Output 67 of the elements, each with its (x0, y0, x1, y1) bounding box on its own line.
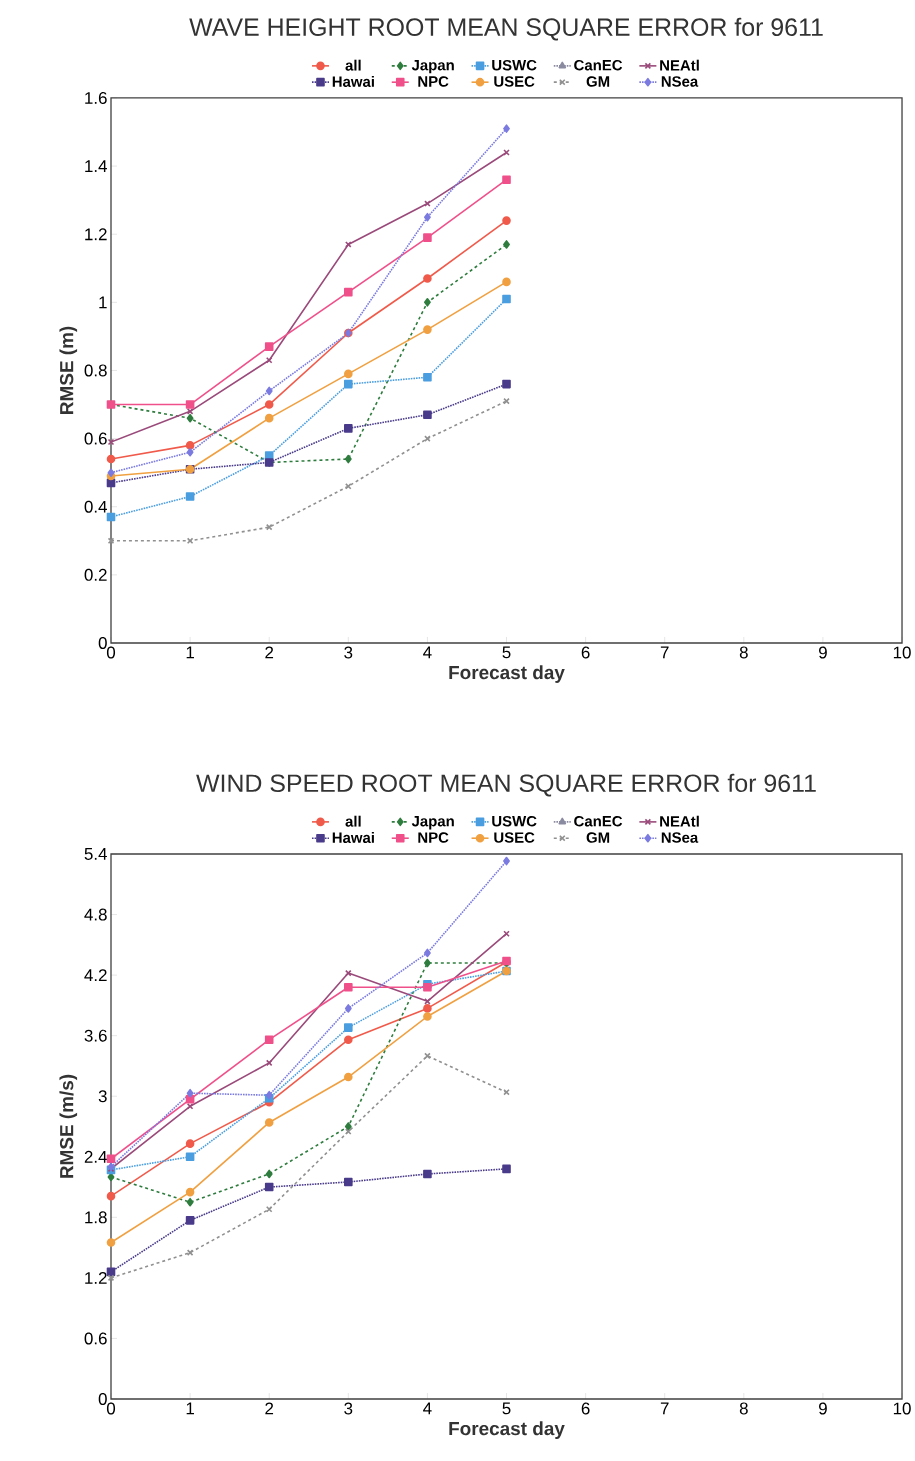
y-tick-label: 2.4 (84, 1150, 107, 1163)
legend-label: NSea (661, 832, 699, 843)
x-tick-label: 8 (739, 646, 748, 659)
x-tick-label: 9 (819, 1402, 827, 1415)
y-tick-label: 1.2 (85, 1271, 107, 1284)
legend-label: USWC (492, 815, 537, 827)
x-tick-label: 2 (265, 646, 274, 659)
legend-label: NPC (418, 832, 449, 843)
x-tick-label: 7 (660, 1402, 669, 1415)
legend-label: CanEC (574, 59, 623, 71)
legend-label: Japan (411, 59, 454, 74)
y-tick-label: 0.6 (84, 432, 107, 445)
x-tick-label: 6 (581, 646, 590, 659)
x-tick-label: 10 (893, 646, 911, 659)
y-axis-title: RMSE (m) (59, 326, 78, 414)
x-tick-label: 9 (819, 646, 827, 659)
x-axis-title: Forecast day (449, 665, 565, 683)
x-tick-label: 8 (739, 1402, 748, 1415)
x-tick-label: 5 (502, 1402, 511, 1415)
y-tick-label: 1.4 (85, 160, 107, 172)
y-tick-label: 3.6 (84, 1029, 107, 1042)
legend-label: all (345, 59, 361, 71)
y-tick-label: 4.8 (84, 908, 107, 921)
x-tick-label: 6 (581, 1402, 590, 1415)
x-tick-label: 4 (423, 1402, 432, 1415)
y-tick-label: 1.8 (85, 1211, 107, 1224)
x-tick-label: 7 (660, 646, 669, 659)
legend-label: USEC (494, 76, 535, 87)
x-tick-label: 4 (423, 646, 432, 659)
y-tick-label: 0.8 (84, 364, 107, 377)
y-tick-label: 3 (98, 1090, 107, 1103)
x-tick-label: 3 (344, 1402, 353, 1415)
y-tick-label: 1 (99, 296, 107, 309)
x-tick-label: 1 (186, 646, 194, 659)
legend-label: all (345, 815, 361, 827)
y-tick-label: 0 (98, 1393, 107, 1405)
x-tick-label: 1 (186, 1402, 194, 1415)
legend-label: USEC (494, 832, 535, 843)
legend-label: Japan (411, 816, 454, 830)
y-tick-label: 0.2 (84, 568, 107, 581)
y-tick-label: 0.4 (84, 500, 107, 513)
legend-label: NEAtl (660, 815, 699, 827)
chart-title: WIND SPEED ROOT MEAN SQUARE ERROR for 9611 (196, 773, 816, 797)
x-tick-label: 0 (106, 646, 116, 659)
legend-label: GM (586, 832, 610, 843)
x-tick-label: 0 (106, 1402, 116, 1415)
y-tick-label: 1.6 (85, 91, 107, 104)
legend-label: GM (586, 76, 610, 87)
legend-label: NSea (661, 76, 699, 87)
legend-label: NPC (418, 76, 449, 87)
y-axis-title: RMSE (m/s) (59, 1074, 78, 1178)
legend-label: Hawai (332, 832, 374, 844)
y-tick-label: 1.2 (85, 228, 107, 241)
x-tick-label: 10 (893, 1402, 911, 1415)
legend-label: Hawai (332, 76, 374, 87)
y-tick-label: 5.4 (84, 848, 107, 860)
x-tick-label: 3 (344, 646, 353, 659)
x-axis-title: Forecast day (449, 1421, 565, 1439)
chart-title: WAVE HEIGHT ROOT MEAN SQUARE ERROR for 9611 (189, 17, 823, 41)
x-tick-label: 2 (265, 1402, 274, 1415)
legend-label: NEAtl (660, 59, 699, 71)
y-tick-label: 4.2 (84, 969, 107, 982)
x-tick-label: 5 (502, 646, 511, 659)
y-tick-label: 0.6 (84, 1332, 107, 1345)
legend-label: CanEC (574, 815, 623, 827)
legend-label: USWC (492, 59, 537, 71)
y-tick-label: 0 (98, 636, 107, 649)
